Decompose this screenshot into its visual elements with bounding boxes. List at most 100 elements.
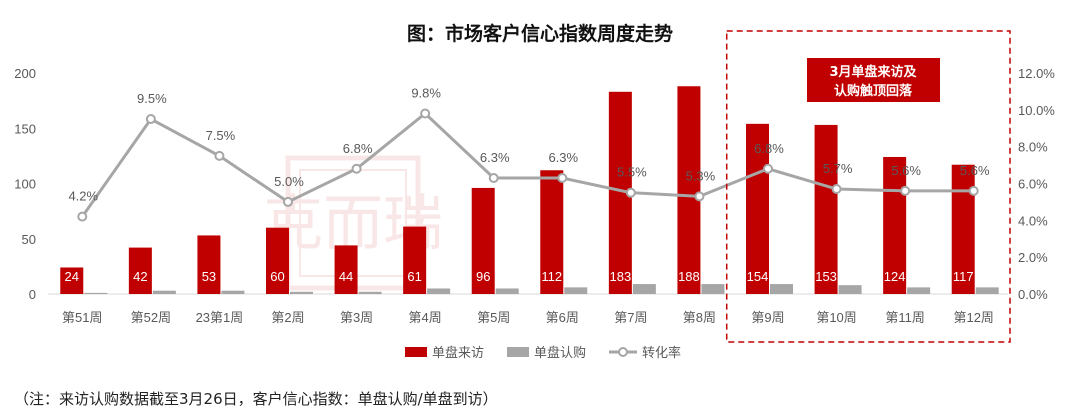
- conversion-point: [420, 108, 431, 119]
- y-left-tick-label: 200: [14, 66, 36, 81]
- bar-visits-label: 117: [953, 269, 974, 284]
- conversion-label: 7.5%: [206, 128, 236, 143]
- conversion-label: 9.8%: [411, 86, 441, 101]
- x-tick-label: 第12周: [953, 310, 993, 325]
- conversion-label: 6.8%: [754, 141, 784, 156]
- x-tick-label: 第51周: [62, 310, 102, 325]
- bar-visits-label: 183: [610, 269, 632, 284]
- x-tick-label: 23第1周: [196, 310, 244, 325]
- conversion-point: [900, 185, 911, 196]
- conversion-point: [145, 114, 156, 125]
- bar-visits: [334, 245, 358, 294]
- y-right-tick-label: 12.0%: [1018, 66, 1055, 81]
- callout-box: [807, 58, 940, 102]
- conversion-point: [557, 172, 568, 183]
- conversion-label: 6.3%: [480, 150, 510, 165]
- bar-subscriptions: [770, 284, 793, 294]
- bar-visits-label: 188: [678, 269, 700, 284]
- bar-subscriptions: [495, 288, 519, 294]
- bar-visits: [403, 226, 427, 294]
- bar-visits: [608, 91, 632, 294]
- bar-visits: [471, 187, 495, 294]
- conversion-point: [625, 187, 636, 198]
- conversion-label: 6.3%: [548, 150, 578, 165]
- legend-marker-conversion: [618, 347, 628, 357]
- y-right-tick-label: 4.0%: [1018, 213, 1048, 228]
- bar-subscriptions: [975, 287, 999, 294]
- x-tick-label: 第7周: [614, 310, 647, 325]
- bar-visits: [60, 267, 84, 294]
- bar-visits-label: 24: [65, 269, 79, 284]
- conversion-label: 5.6%: [891, 163, 921, 178]
- conversion-point: [214, 150, 225, 161]
- conversion-label: 6.8%: [343, 141, 373, 156]
- x-tick-label: 第2周: [271, 310, 304, 325]
- bar-visits-label: 154: [747, 269, 769, 284]
- bar-visits: [128, 247, 152, 294]
- legend-label-conversion: 转化率: [642, 345, 681, 360]
- bar-subscriptions: [701, 284, 725, 294]
- conversion-point: [488, 172, 499, 183]
- y-left-tick-label: 0: [29, 287, 36, 302]
- x-tick-label: 第8周: [683, 310, 716, 325]
- conversion-line: [77, 108, 979, 222]
- bar-visits: [540, 170, 564, 294]
- bar-subscriptions: [290, 291, 313, 294]
- conversion-point: [283, 196, 293, 207]
- legend-swatch-visits: [405, 347, 427, 357]
- bar-subscriptions: [221, 290, 245, 294]
- bar-subscriptions: [427, 288, 451, 294]
- bar-visits-label: 153: [815, 269, 837, 284]
- data-labels: 24 42 53 60 44 61 96 112 183 188 154 153 124 117 4.2% 9…: [65, 86, 990, 284]
- y-left-tick-label: 50: [22, 232, 36, 247]
- x-tick-label: 第11周: [885, 310, 925, 325]
- legend-label-visits: 单盘来访: [432, 345, 484, 360]
- bar-subscriptions: [358, 291, 382, 294]
- chart-title: 图：市场客户信心指数周度走势: [407, 22, 673, 45]
- x-tick-label: 第52周: [131, 310, 171, 325]
- y-right-tick-label: 0.0%: [1018, 287, 1048, 302]
- conversion-point: [351, 163, 362, 174]
- legend-swatch-subscriptions: [507, 347, 529, 357]
- x-tick-label: 第9周: [751, 310, 784, 325]
- bar-subscriptions: [84, 292, 108, 294]
- x-tick-label: 第6周: [546, 310, 579, 325]
- y-left-tick-label: 100: [14, 177, 36, 192]
- conversion-label: 5.0%: [274, 174, 304, 189]
- bar-subscriptions: [564, 287, 588, 294]
- x-tick-label: 第4周: [409, 310, 442, 325]
- conversion-series-line: [81, 111, 974, 218]
- y-right-tick-label: 8.0%: [1018, 140, 1048, 155]
- bar-visits: [677, 86, 701, 294]
- bar-visits-label: 96: [476, 269, 490, 284]
- bar-visits-label: 60: [270, 269, 284, 284]
- y-right-tick-label: 6.0%: [1018, 177, 1048, 192]
- conversion-label: 5.3%: [686, 168, 716, 183]
- bar-visits: [951, 164, 975, 294]
- y-right-tick-label: 10.0%: [1018, 103, 1055, 118]
- bars: [60, 86, 999, 294]
- callout-text: 3月单盘来访及: [829, 64, 917, 80]
- conversion-point: [831, 184, 842, 195]
- conversion-label: 5.7%: [823, 161, 853, 176]
- bar-visits: [746, 123, 769, 294]
- axes: 0 50 100 150 200 0.0% 2.0% 4.0% 6.0% 8.0% 10.0% 12.…: [14, 66, 1055, 325]
- conversion-label: 4.2%: [68, 189, 98, 204]
- y-left-tick-label: 150: [14, 121, 36, 136]
- conversion-point: [763, 163, 773, 174]
- x-tick-label: 第10周: [816, 310, 856, 325]
- bar-visits-label: 61: [407, 269, 421, 284]
- conversion-label: 9.5%: [137, 91, 167, 106]
- conversion-point: [968, 185, 979, 196]
- x-tick-label: 第3周: [340, 310, 373, 325]
- legend: 单盘来访 单盘认购 转化率: [405, 345, 681, 360]
- conversion-point: [694, 191, 705, 202]
- bar-subscriptions: [838, 285, 862, 294]
- footnote: （注：来访认购数据截至3月26日，客户信心指数：单盘认购/单盘到访）: [14, 390, 498, 408]
- bar-visits: [814, 124, 838, 294]
- x-tick-label: 第5周: [477, 310, 510, 325]
- bar-visits-label: 42: [133, 269, 147, 284]
- bar-subscriptions: [632, 284, 656, 294]
- bar-subscriptions: [152, 290, 176, 294]
